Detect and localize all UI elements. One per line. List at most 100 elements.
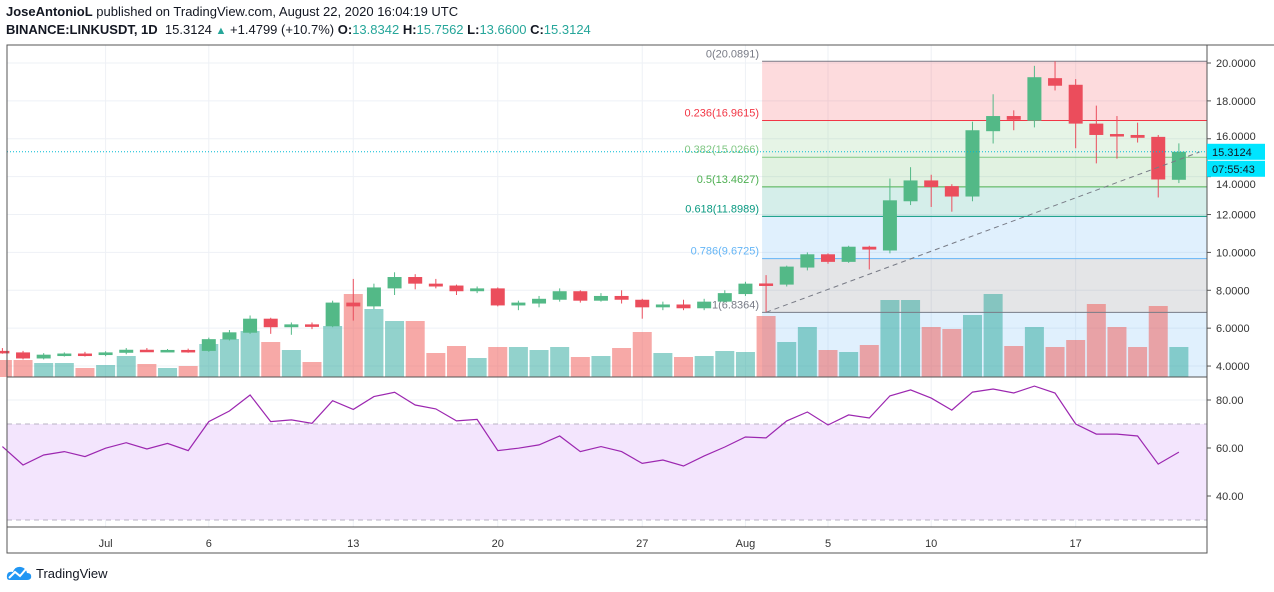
volume-bar <box>0 360 12 377</box>
last-price: 15.3124 <box>164 22 212 37</box>
candle-down <box>428 283 443 287</box>
candle-down <box>573 291 588 301</box>
volume-bar <box>1066 340 1086 377</box>
candle-down <box>1089 123 1104 135</box>
volume-bar <box>96 365 116 377</box>
candle-up <box>1171 151 1186 180</box>
fib-zone <box>762 157 1207 187</box>
volume-bar <box>467 358 487 377</box>
fib-level-label: 0(20.0891) <box>706 48 759 60</box>
candle-up <box>903 180 918 202</box>
volume-bar <box>385 321 405 377</box>
volume-bar <box>323 326 343 377</box>
fib-level-label: 1(6.8364) <box>712 299 759 311</box>
volume-bar <box>921 327 941 377</box>
volume-bar <box>137 364 157 377</box>
fib-zone <box>762 61 1207 121</box>
candle-up <box>387 277 402 289</box>
close-label: C: <box>530 22 544 37</box>
candle-down <box>408 277 423 284</box>
candle-up <box>98 352 113 356</box>
candle-up <box>201 339 216 351</box>
candle-down <box>759 283 774 286</box>
fib-zone <box>762 216 1207 259</box>
volume-bar <box>75 368 95 377</box>
volume-bar <box>942 329 962 377</box>
volume-bar <box>777 342 797 377</box>
candle-down <box>449 285 464 292</box>
candle-up <box>36 354 51 359</box>
candle-down <box>16 352 31 359</box>
volume-bar <box>839 352 859 377</box>
volume-bar <box>178 366 198 377</box>
time-axis-label: 5 <box>825 538 831 550</box>
volume-bar <box>281 350 301 377</box>
candle-up <box>986 116 1001 132</box>
volume-bar <box>1045 347 1065 377</box>
candle-up <box>717 293 732 302</box>
tradingview-logo[interactable]: TradingView <box>6 564 108 582</box>
volume-bar <box>13 360 33 377</box>
candle-down <box>263 318 278 328</box>
volume-bar <box>756 316 776 377</box>
author-name[interactable]: JoseAntonioL <box>6 4 93 19</box>
volume-bar <box>1148 306 1168 377</box>
volume-bar <box>1086 304 1106 377</box>
time-axis-label: 27 <box>636 538 648 550</box>
volume-bar <box>1107 327 1127 377</box>
rsi-band <box>7 424 1207 520</box>
candle-up <box>738 283 753 295</box>
volume-bar <box>34 363 54 377</box>
candle-up <box>697 301 712 309</box>
volume-bar <box>405 321 425 377</box>
fib-zone <box>762 186 1207 217</box>
candle-up <box>57 353 72 357</box>
rsi-tick-label: 40.00 <box>1216 491 1244 503</box>
volume-bar <box>1169 347 1189 377</box>
volume-bar <box>694 356 714 377</box>
candle-up <box>160 349 175 353</box>
countdown-box <box>1207 160 1265 177</box>
candle-up <box>222 332 237 340</box>
candle-down <box>1109 134 1124 137</box>
candle-down <box>821 254 835 262</box>
time-axis-label: Aug <box>736 538 756 550</box>
fib-level-label: 0.5(13.4627) <box>697 174 759 186</box>
candle-up <box>800 254 815 268</box>
volume-bar <box>426 353 446 377</box>
close-value: 15.3124 <box>543 22 591 37</box>
open-label: O: <box>337 22 353 37</box>
time-axis-label: 17 <box>1070 538 1082 550</box>
candle-up <box>325 302 340 327</box>
volume-bar <box>901 300 921 377</box>
volume-bar <box>1004 346 1024 377</box>
candle-up <box>655 304 670 308</box>
candle-down <box>635 299 650 308</box>
candle-down <box>0 350 10 354</box>
volume-bar <box>818 350 838 377</box>
rsi-tick-label: 80.00 <box>1216 395 1244 407</box>
candle-up <box>1027 77 1042 121</box>
candle-down <box>1151 136 1166 180</box>
candle-down <box>924 180 939 188</box>
volume-bar <box>54 363 74 377</box>
candle-down <box>181 349 196 353</box>
volume-bar <box>1024 327 1044 377</box>
symbol-name: BINANCE:LINKUSDT, 1D <box>6 22 158 37</box>
volume-bar <box>674 357 694 377</box>
price-tick-label: 12.0000 <box>1216 210 1256 222</box>
time-axis-label: 20 <box>492 538 504 550</box>
volume-bar <box>859 345 879 377</box>
candle-down <box>1006 116 1021 120</box>
price-tick-label: 4.0000 <box>1216 361 1250 373</box>
fib-level-label: 0.382(15.0266) <box>684 144 759 156</box>
candle-down <box>676 304 691 309</box>
candle-down <box>77 353 92 357</box>
symbol-legend: BINANCE:LINKUSDT, 1D 15.3124 ▲ +1.4799 (… <box>6 22 591 37</box>
volume-bar <box>529 350 549 377</box>
volume-bar <box>508 347 528 377</box>
volume-bar <box>158 368 178 377</box>
candle-up <box>593 295 608 301</box>
volume-bar <box>302 362 322 377</box>
price-chart[interactable]: 0(20.0891) 0.236(16.9615) 0.382(15.0266) 0.… <box>0 0 1274 560</box>
